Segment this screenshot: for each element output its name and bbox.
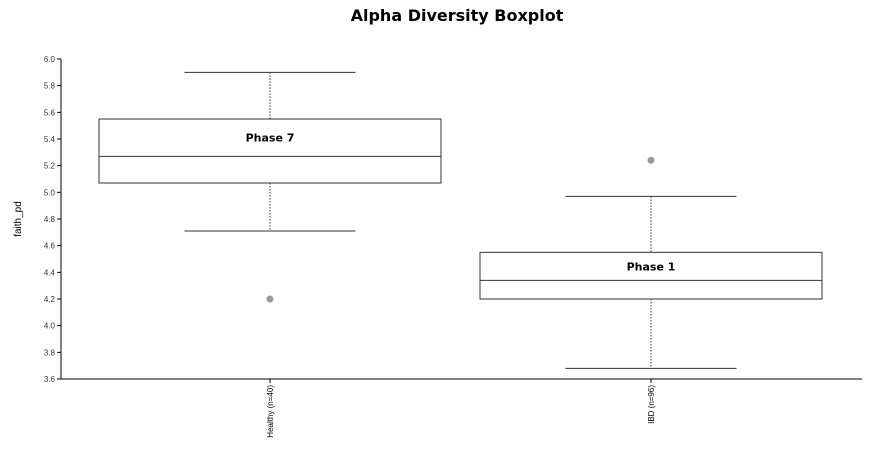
box-group: Phase 1 IBD (n=96) (479, 156, 823, 424)
y-tick-label: 5.4 (44, 135, 56, 144)
y-tick-label: 5.6 (44, 108, 56, 117)
y-tick-label: 4.4 (44, 268, 56, 277)
outlier-point (266, 295, 274, 303)
y-tick-label: 5.2 (44, 162, 56, 171)
boxes-layer: Phase 7 Healthy (n=40) Phase 1 IBD (n=96) (98, 71, 823, 438)
chart-title: Alpha Diversity Boxplot (351, 6, 564, 25)
y-tick-label: 4.0 (44, 322, 56, 331)
outlier-point (647, 156, 655, 164)
y-tick-label: 4.2 (44, 295, 56, 304)
y-tick-label: 3.6 (44, 375, 56, 384)
x-category-label: IBD (n=96) (647, 385, 656, 424)
y-tick-label: 6.0 (44, 55, 56, 64)
y-tick-label: 3.8 (44, 348, 56, 357)
y-tick-label: 4.8 (44, 215, 56, 224)
x-category-label: Healthy (n=40) (266, 385, 275, 438)
y-axis-ticks: 6.0 5.8 5.6 5.4 5.2 5.0 4.8 4.6 4.4 4.2 4.0 3.8 3.6 (44, 55, 61, 384)
y-axis-label: faith_pd (13, 201, 24, 237)
y-tick-label: 5.0 (44, 188, 56, 197)
box-label: Phase 7 (246, 132, 295, 145)
iqr-box (479, 251, 823, 300)
box-group: Phase 7 Healthy (n=40) (98, 71, 442, 438)
y-tick-label: 5.8 (44, 82, 56, 91)
iqr-box (98, 118, 442, 184)
y-tick-label: 4.6 (44, 242, 56, 251)
box-label: Phase 1 (627, 260, 676, 273)
